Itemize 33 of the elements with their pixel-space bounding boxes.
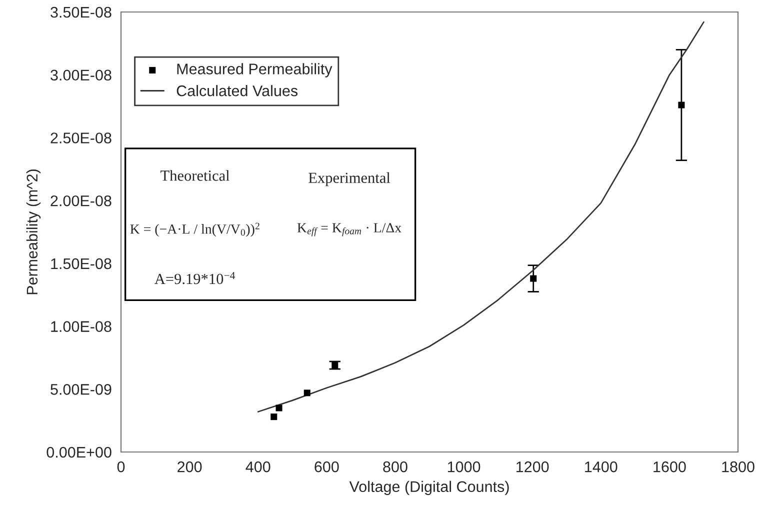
x-tick-label: 200 [178,461,202,472]
y-axis-title: Permeability (m^2) [26,170,41,294]
point [332,362,338,369]
annotation: Experimental [308,172,390,186]
y-tick-label: 1.00E-08 [51,321,112,332]
x-tick-label: 1400 [585,461,618,472]
y-tick-label: 0.00E+00 [46,446,112,458]
y-tick-label: 1.50E-08 [51,258,112,270]
y-tick-label: 2.00E-08 [50,195,112,206]
point [276,404,282,412]
annotation: K = (−A·L / ln(V/V$_{0}$))$^{2}$ [130,222,260,237]
point [530,275,537,282]
annotation: Theoretical [160,170,230,181]
y-tick-label: 3.00E-08 [50,70,112,81]
x-tick-label: 1000 [448,461,480,472]
point [270,414,278,420]
x-tick-label: 1200 [516,461,549,472]
x-tick-label: 0 [117,461,125,472]
y-tick-label: 3.50E-08 [50,6,112,18]
point [304,390,310,396]
legend-label: Measured Permeability [177,63,332,78]
y-tick-label: 2.50E-08 [50,132,112,144]
y-tick-label: 5.00E-09 [50,384,112,395]
annotation: A=9.19*10$^{−4}$ [154,272,236,284]
x-tick-label: 800 [383,461,408,472]
x-axis-title: Voltage (Digital Counts) [349,480,509,496]
x-tick-label: 600 [314,461,339,472]
x-tick-label: 1800 [722,461,754,472]
x-tick-label: 400 [246,461,270,472]
legend-label: Calculated Values [176,85,298,96]
point [678,102,685,108]
x-tick-label: 1600 [654,461,686,472]
annotation: K$_{eff}$ = K$_{foam}$ · L/Δx [297,223,402,236]
